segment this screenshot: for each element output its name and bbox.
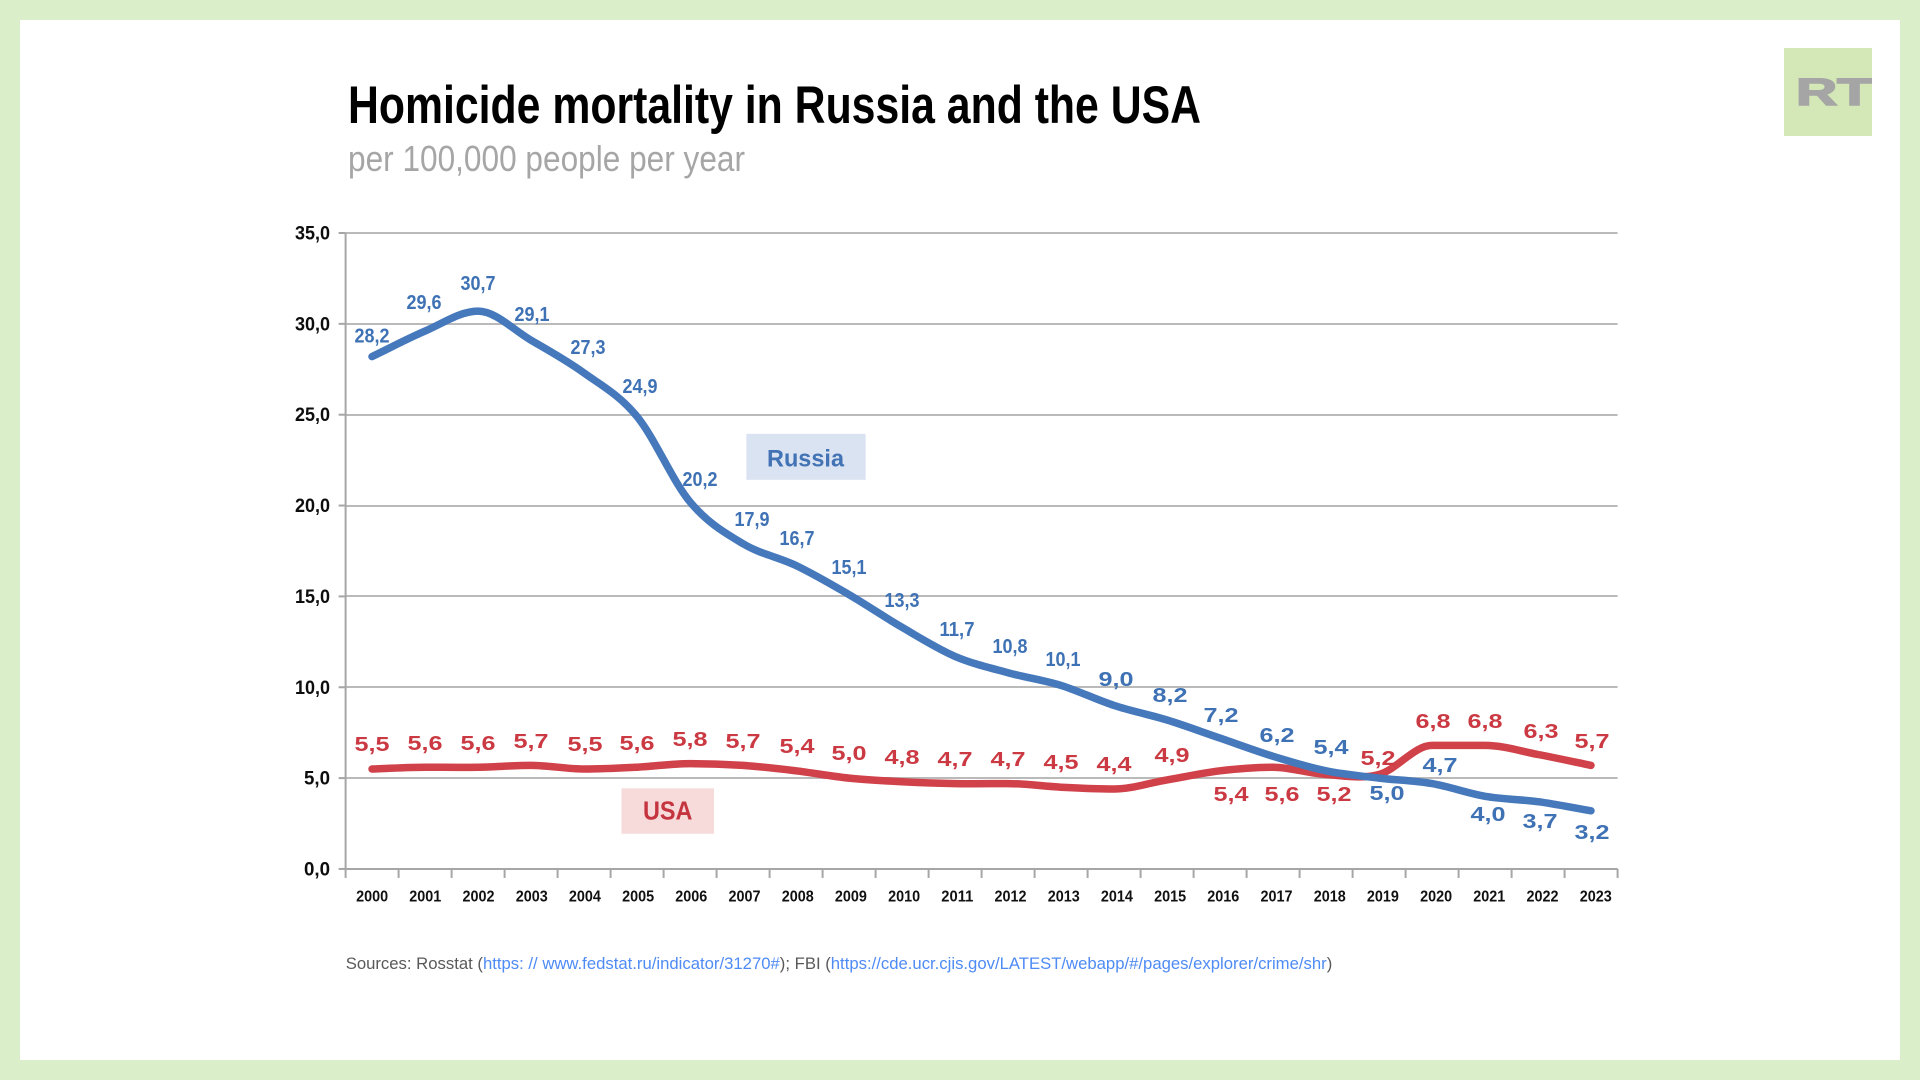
- svg-text:2003: 2003: [516, 889, 548, 906]
- svg-text:11,7: 11,7: [940, 619, 975, 641]
- svg-text:9,0: 9,0: [1099, 669, 1134, 691]
- svg-text:4,7: 4,7: [938, 749, 973, 771]
- svg-text:2014: 2014: [1101, 889, 1133, 906]
- svg-text:20,0: 20,0: [295, 495, 330, 517]
- svg-text:5,0: 5,0: [304, 768, 330, 790]
- svg-text:6,8: 6,8: [1416, 711, 1451, 733]
- svg-text:2008: 2008: [782, 889, 814, 906]
- svg-text:35,0: 35,0: [295, 223, 330, 245]
- svg-text:5,5: 5,5: [355, 734, 390, 756]
- svg-text:2023: 2023: [1580, 889, 1612, 906]
- svg-text:2015: 2015: [1154, 889, 1186, 906]
- svg-text:2016: 2016: [1207, 889, 1239, 906]
- svg-text:30,7: 30,7: [461, 273, 496, 295]
- svg-text:6,3: 6,3: [1524, 721, 1559, 743]
- svg-text:5,6: 5,6: [408, 733, 443, 755]
- svg-text:29,1: 29,1: [515, 304, 550, 326]
- svg-text:per 100,000 people per year: per 100,000 people per year: [348, 138, 745, 179]
- svg-text:15,0: 15,0: [295, 586, 330, 608]
- svg-text:5,7: 5,7: [726, 731, 761, 753]
- svg-text:5,6: 5,6: [620, 733, 655, 755]
- svg-text:6,8: 6,8: [1468, 711, 1503, 733]
- svg-text:4,5: 4,5: [1044, 752, 1079, 774]
- svg-text:2012: 2012: [995, 889, 1027, 906]
- svg-text:16,7: 16,7: [780, 528, 815, 550]
- svg-text:10,8: 10,8: [993, 636, 1028, 658]
- svg-text:5,6: 5,6: [1265, 784, 1300, 806]
- svg-text:5,8: 5,8: [673, 729, 708, 751]
- svg-text:2005: 2005: [622, 889, 654, 906]
- svg-text:10,0: 10,0: [295, 677, 330, 699]
- svg-text:2022: 2022: [1527, 889, 1559, 906]
- svg-text:6,2: 6,2: [1260, 725, 1295, 747]
- svg-text:2010: 2010: [888, 889, 920, 906]
- svg-text:2006: 2006: [675, 889, 707, 906]
- svg-text:4,9: 4,9: [1155, 745, 1190, 767]
- svg-text:RT: RT: [1796, 71, 1872, 113]
- svg-text:4,8: 4,8: [885, 747, 920, 769]
- svg-text:Russia: Russia: [767, 446, 844, 473]
- svg-text:Sources: Rosstat (https: // ww: Sources: Rosstat (https: // www.fedstat.…: [346, 954, 1333, 973]
- svg-text:28,2: 28,2: [355, 326, 390, 348]
- svg-text:2011: 2011: [941, 889, 973, 906]
- svg-text:7,2: 7,2: [1204, 705, 1239, 727]
- svg-text:20,2: 20,2: [683, 469, 718, 491]
- svg-text:8,2: 8,2: [1153, 685, 1188, 707]
- svg-text:24,9: 24,9: [623, 376, 658, 398]
- svg-text:2020: 2020: [1420, 889, 1452, 906]
- svg-text:0,0: 0,0: [304, 859, 330, 881]
- svg-text:4,7: 4,7: [1423, 755, 1458, 777]
- svg-text:2017: 2017: [1261, 889, 1293, 906]
- svg-text:4,4: 4,4: [1097, 754, 1133, 776]
- svg-text:13,3: 13,3: [885, 590, 920, 612]
- svg-text:25,0: 25,0: [295, 404, 330, 426]
- svg-text:2007: 2007: [729, 889, 761, 906]
- svg-text:17,9: 17,9: [735, 509, 770, 531]
- svg-text:30,0: 30,0: [295, 313, 330, 335]
- svg-text:2009: 2009: [835, 889, 867, 906]
- svg-text:27,3: 27,3: [571, 337, 606, 359]
- svg-text:15,1: 15,1: [832, 557, 867, 579]
- svg-text:3,2: 3,2: [1575, 822, 1610, 844]
- svg-text:Homicide mortality in Russia a: Homicide mortality in Russia and the USA: [348, 76, 1201, 135]
- svg-text:5,2: 5,2: [1317, 784, 1352, 806]
- svg-text:3,7: 3,7: [1523, 811, 1558, 833]
- svg-text:29,6: 29,6: [407, 292, 442, 314]
- svg-text:2021: 2021: [1473, 889, 1505, 906]
- svg-text:2018: 2018: [1314, 889, 1346, 906]
- svg-text:5,7: 5,7: [1575, 731, 1610, 753]
- svg-text:2013: 2013: [1048, 889, 1080, 906]
- svg-text:5,5: 5,5: [568, 734, 603, 756]
- svg-text:USA: USA: [643, 796, 693, 826]
- svg-text:2004: 2004: [569, 889, 601, 906]
- svg-text:10,1: 10,1: [1046, 649, 1081, 671]
- svg-text:5,6: 5,6: [461, 733, 496, 755]
- svg-text:5,2: 5,2: [1361, 748, 1396, 770]
- svg-text:2019: 2019: [1367, 889, 1399, 906]
- svg-text:5,7: 5,7: [514, 731, 549, 753]
- svg-text:2001: 2001: [409, 889, 441, 906]
- svg-text:2000: 2000: [356, 889, 388, 906]
- svg-text:2002: 2002: [463, 889, 495, 906]
- svg-text:5,0: 5,0: [1370, 783, 1405, 805]
- svg-text:5,0: 5,0: [832, 743, 867, 765]
- svg-text:5,4: 5,4: [1314, 737, 1350, 759]
- svg-text:5,4: 5,4: [1214, 784, 1250, 806]
- svg-text:4,0: 4,0: [1471, 804, 1506, 826]
- svg-text:4,7: 4,7: [991, 749, 1026, 771]
- svg-text:5,4: 5,4: [780, 736, 816, 758]
